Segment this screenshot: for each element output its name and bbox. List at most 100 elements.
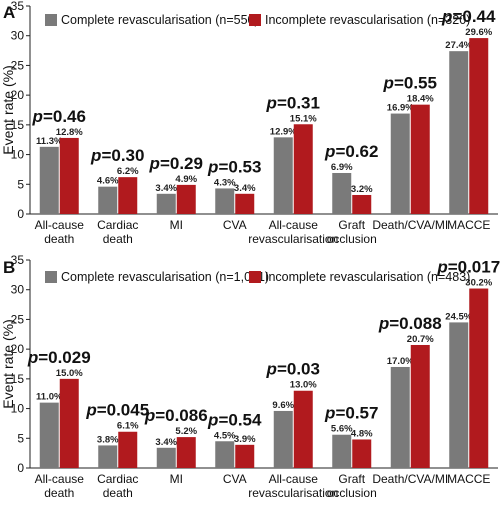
p-symbol: p: [266, 360, 277, 379]
y-axis-label: Event rate (%): [0, 319, 16, 408]
y-tick-label: 15: [11, 372, 25, 386]
p-symbol: p: [85, 401, 96, 420]
y-tick-label: 5: [17, 431, 24, 445]
data-label: 17.0%: [387, 356, 414, 367]
y-tick-label: 10: [11, 148, 25, 162]
p-value: =0.57: [335, 404, 378, 423]
legend-label: Incomplete revascularisation (n=320): [265, 13, 470, 27]
bar: [156, 447, 176, 468]
y-tick-label: 5: [17, 177, 24, 191]
chart-panel-a: A 0 5 10 15 20 25 30 35 Event rate (%) Complete re…: [0, 0, 498, 246]
data-label: 20.7%: [407, 334, 434, 345]
bar: [410, 344, 430, 468]
p-value: =0.31: [277, 93, 320, 112]
legend-label: Incomplete revascularisation (n=483): [265, 270, 470, 284]
p-value: =0.53: [218, 157, 261, 176]
data-label: 11.0%: [36, 392, 63, 403]
category-label: Cardiac: [97, 218, 138, 232]
p-value-label: p=0.017: [436, 258, 500, 277]
legend-label: Complete revascularisation (n=550): [61, 13, 259, 27]
category-label: MACCE: [447, 218, 490, 232]
category-label: MACCE: [447, 472, 490, 486]
p-value-label: p=0.55: [383, 74, 437, 93]
p-value: =0.045: [97, 401, 149, 420]
data-label: 16.9%: [387, 103, 414, 114]
category-label: death: [44, 486, 74, 500]
p-value: =0.30: [101, 146, 144, 165]
p-value-label: p=0.46: [32, 107, 86, 126]
p-value: =0.62: [335, 142, 378, 161]
bar: [293, 390, 313, 468]
data-label: 4.6%: [97, 176, 119, 187]
data-label: 24.5%: [445, 311, 472, 322]
y-tick-label: 15: [11, 118, 25, 132]
y-tick-label: 0: [17, 461, 24, 475]
bar: [390, 113, 410, 214]
p-symbol: p: [207, 410, 218, 429]
p-symbol: p: [90, 146, 101, 165]
legend-swatch: [45, 14, 57, 26]
legend-swatch: [45, 271, 57, 283]
y-tick-label: 35: [11, 0, 25, 13]
data-label: 6.2%: [117, 166, 139, 177]
bar: [469, 288, 489, 468]
data-label: 12.8%: [56, 127, 83, 138]
data-label: 6.1%: [117, 421, 139, 432]
data-label: 3.4%: [234, 183, 256, 194]
p-value-label: p=0.30: [90, 146, 144, 165]
p-symbol: p: [378, 314, 389, 333]
bar: [332, 434, 352, 468]
data-label: 3.4%: [155, 183, 177, 194]
bar: [332, 172, 352, 214]
p-value-label: p=0.045: [85, 401, 149, 420]
data-label: 13.0%: [290, 380, 317, 391]
data-label: 30.2%: [465, 278, 492, 289]
y-tick-label: 20: [11, 342, 25, 356]
bar: [390, 366, 410, 468]
bar: [352, 439, 372, 468]
data-label: 18.4%: [407, 94, 434, 105]
p-symbol: p: [324, 142, 335, 161]
p-symbol: p: [144, 406, 155, 425]
bar: [118, 177, 138, 214]
p-value-label: p=0.53: [207, 157, 261, 176]
p-value: =0.088: [389, 314, 441, 333]
y-tick-label: 25: [11, 58, 25, 72]
bar: [176, 184, 196, 214]
data-label: 27.4%: [445, 40, 472, 51]
category-label: All-cause: [35, 472, 85, 486]
category-label: occlusion: [327, 486, 377, 500]
data-label: 4.8%: [351, 428, 373, 439]
category-label: Cardiac: [97, 472, 138, 486]
bar: [293, 124, 313, 214]
bar: [352, 194, 372, 214]
p-value: =0.55: [394, 74, 437, 93]
p-symbol: p: [266, 93, 277, 112]
y-tick-label: 35: [11, 253, 25, 267]
bar: [215, 441, 235, 468]
category-label: death: [44, 232, 74, 246]
category-label: Death/CVA/MI: [372, 218, 448, 232]
data-label: 15.1%: [290, 113, 317, 124]
data-label: 4.5%: [214, 430, 236, 441]
category-label: MI: [170, 472, 183, 486]
panel-letter: B: [3, 258, 15, 277]
p-value-label: p=0.57: [324, 404, 378, 423]
bar: [59, 378, 79, 468]
data-label: 6.9%: [331, 162, 353, 173]
data-label: 9.6%: [272, 400, 294, 411]
bar: [39, 402, 59, 468]
bar: [98, 186, 118, 214]
category-label: CVA: [223, 218, 247, 232]
category-label: Death/CVA/MI: [372, 472, 448, 486]
y-tick-label: 0: [17, 207, 24, 221]
bar: [449, 51, 469, 215]
data-label: 3.2%: [351, 184, 373, 195]
chart-panel-b: B 0 5 10 15 20 25 30 35 Event rate (%) Complete re…: [0, 253, 500, 500]
category-label: revascularisation: [248, 232, 338, 246]
category-label: CVA: [223, 472, 247, 486]
bar: [235, 444, 255, 468]
p-value: =0.29: [160, 154, 203, 173]
bar: [410, 104, 430, 214]
category-label: death: [103, 486, 133, 500]
